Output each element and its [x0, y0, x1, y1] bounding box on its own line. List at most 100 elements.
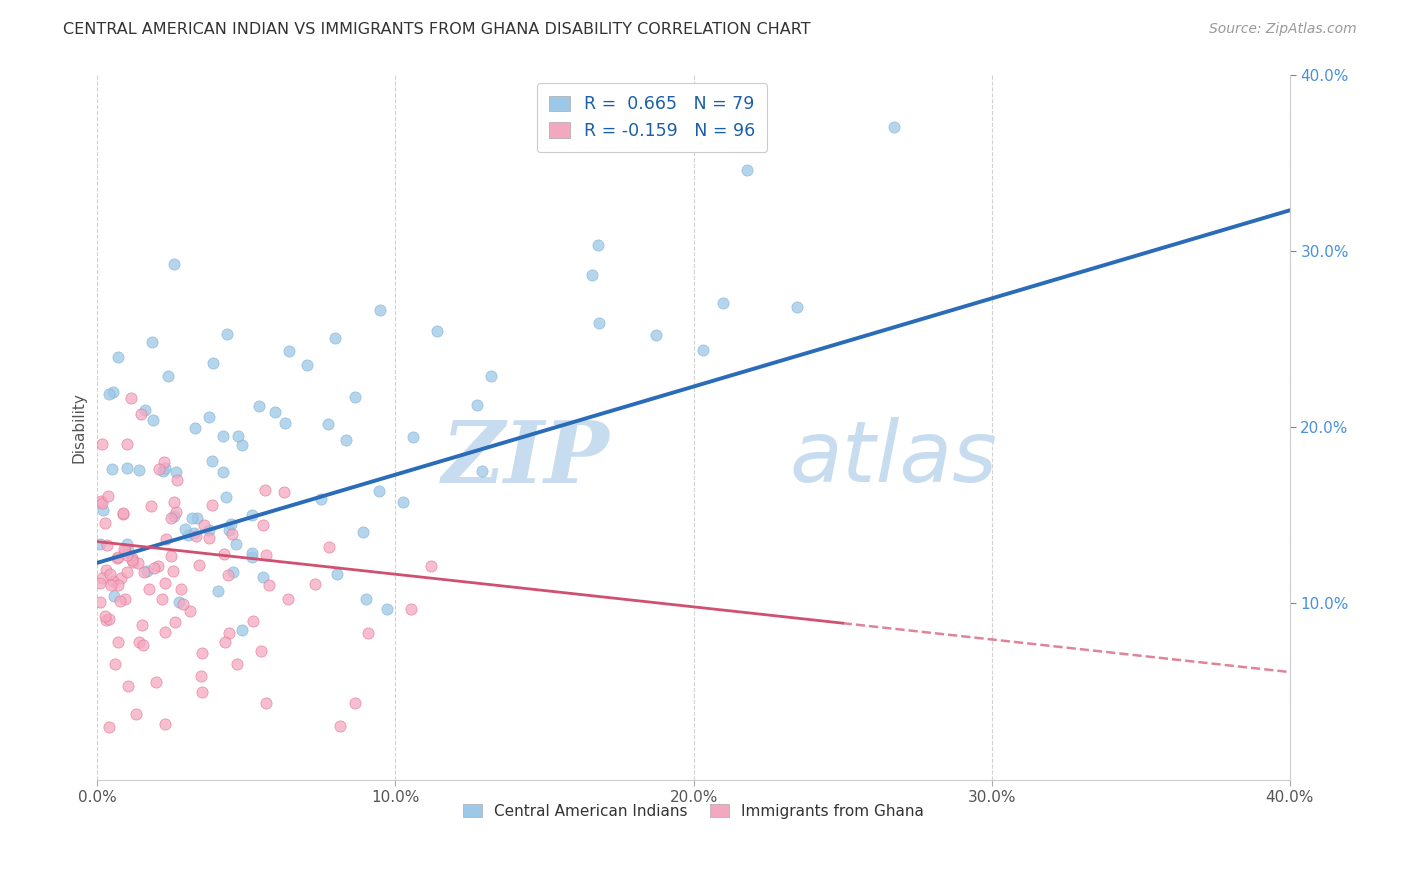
Point	[318, 540, 340, 554]
Point	[197, 409, 219, 424]
Point	[242, 546, 264, 560]
Point	[125, 707, 148, 722]
Point	[115, 565, 138, 579]
Point	[103, 589, 125, 603]
Point	[479, 369, 502, 384]
Point	[107, 550, 129, 565]
Point	[101, 384, 124, 399]
Point	[163, 494, 186, 508]
Point	[343, 696, 366, 710]
Point	[201, 454, 224, 468]
Point	[273, 484, 295, 499]
Point	[352, 524, 374, 539]
Point	[150, 592, 173, 607]
Point	[103, 657, 125, 671]
Point	[588, 316, 610, 330]
Point	[112, 542, 135, 557]
Point	[132, 566, 155, 580]
Point	[127, 556, 149, 570]
Point	[128, 634, 150, 648]
Point	[98, 566, 121, 581]
Point	[218, 523, 240, 537]
Point	[138, 582, 160, 596]
Point	[115, 461, 138, 475]
Point	[121, 553, 143, 567]
Point	[98, 720, 121, 734]
Point	[375, 602, 398, 616]
Point	[586, 238, 609, 252]
Point	[136, 564, 159, 578]
Point	[128, 463, 150, 477]
Point	[254, 696, 277, 710]
Point	[160, 549, 183, 564]
Point	[167, 595, 190, 609]
Point	[97, 386, 120, 401]
Point	[181, 511, 204, 525]
Text: Source: ZipAtlas.com: Source: ZipAtlas.com	[1209, 22, 1357, 37]
Point	[240, 508, 263, 523]
Point	[117, 543, 139, 558]
Point	[252, 569, 274, 583]
Point	[198, 523, 221, 537]
Point	[155, 533, 177, 547]
Point	[212, 465, 235, 479]
Point	[183, 526, 205, 541]
Point	[401, 601, 423, 615]
Point	[226, 657, 249, 672]
Point	[153, 625, 176, 640]
Point	[254, 548, 277, 562]
Y-axis label: Disability: Disability	[72, 392, 86, 462]
Point	[207, 583, 229, 598]
Point	[90, 571, 112, 585]
Point	[202, 356, 225, 370]
Point	[786, 300, 808, 314]
Point	[368, 484, 391, 499]
Point	[218, 626, 240, 640]
Point	[114, 592, 136, 607]
Point	[316, 417, 339, 432]
Point	[465, 398, 488, 412]
Point	[111, 506, 134, 520]
Legend: Central American Indians, Immigrants from Ghana: Central American Indians, Immigrants fro…	[457, 797, 929, 825]
Point	[231, 623, 253, 637]
Point	[89, 576, 111, 591]
Point	[114, 544, 136, 558]
Point	[217, 568, 239, 582]
Point	[250, 644, 273, 658]
Point	[183, 421, 205, 435]
Point	[247, 399, 270, 413]
Point	[166, 473, 188, 487]
Point	[184, 529, 207, 543]
Point	[344, 391, 367, 405]
Point	[91, 503, 114, 517]
Point	[139, 499, 162, 513]
Point	[335, 433, 357, 447]
Point	[108, 594, 131, 608]
Point	[97, 489, 120, 503]
Point	[98, 612, 121, 626]
Point	[153, 717, 176, 731]
Point	[155, 576, 177, 591]
Point	[89, 595, 111, 609]
Point	[252, 518, 274, 533]
Point	[179, 604, 201, 618]
Point	[193, 517, 215, 532]
Point	[217, 326, 239, 341]
Point	[174, 522, 197, 536]
Point	[581, 268, 603, 282]
Point	[163, 257, 186, 271]
Point	[152, 464, 174, 478]
Point	[242, 614, 264, 628]
Point	[115, 537, 138, 551]
Point	[93, 516, 115, 530]
Point	[392, 494, 415, 508]
Point	[329, 719, 352, 733]
Point	[142, 561, 165, 575]
Point	[304, 576, 326, 591]
Point	[188, 558, 211, 573]
Point	[111, 507, 134, 521]
Point	[100, 462, 122, 476]
Point	[190, 669, 212, 683]
Point	[100, 578, 122, 592]
Point	[326, 566, 349, 581]
